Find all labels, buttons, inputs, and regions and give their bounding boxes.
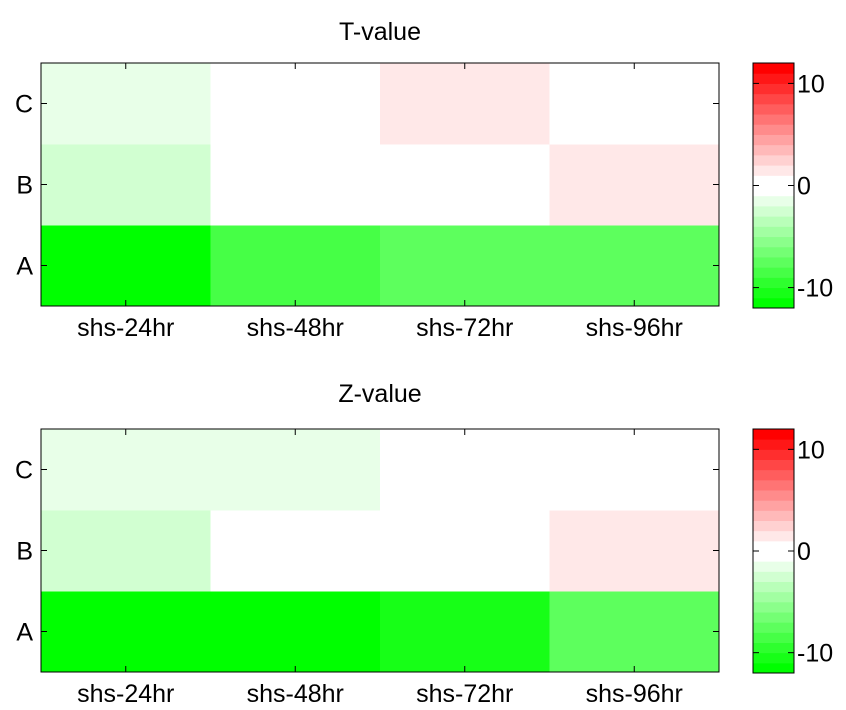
- y-tick-label: C: [15, 91, 33, 119]
- colorbar-segment: [753, 652, 794, 664]
- colorbar-segment: [753, 459, 794, 471]
- x-tick-label: shs-96hr: [586, 314, 683, 342]
- heatmap-cell-A-shs-72hr: [380, 591, 550, 673]
- y-tick-label: A: [16, 619, 33, 647]
- colorbar-segment: [753, 103, 794, 115]
- colorbar-segment: [753, 134, 794, 146]
- colorbar-segment: [753, 561, 794, 572]
- colorbar-segment: [753, 479, 794, 491]
- colorbar-segment: [753, 612, 794, 623]
- colorbar-segment: [753, 469, 794, 481]
- colorbar-tick-label: 10: [797, 436, 825, 464]
- heatmap-cell-B-shs-48hr: [210, 144, 381, 226]
- colorbar-segment: [753, 490, 794, 501]
- heatmap-cell-A-shs-96hr: [549, 225, 720, 307]
- colorbar-segment: [753, 93, 794, 105]
- y-tick-label: A: [16, 253, 33, 281]
- heatmap-cell-C-shs-72hr: [380, 429, 550, 511]
- x-tick-label: shs-48hr: [247, 680, 344, 708]
- heatmap-cell-C-shs-72hr: [380, 63, 550, 145]
- colorbar-segment: [753, 63, 794, 74]
- colorbar-segment: [753, 165, 794, 176]
- colorbar-segment: [753, 551, 794, 562]
- colorbar-segment: [753, 429, 794, 440]
- colorbar-segment: [753, 581, 794, 593]
- heatmap-cell-B-shs-48hr: [210, 510, 381, 592]
- colorbar-tick-label: 10: [797, 70, 825, 98]
- colorbar-segment: [753, 154, 794, 166]
- heatmap-cell-A-shs-48hr: [210, 591, 381, 673]
- colorbar-segment: [753, 530, 794, 542]
- colorbar-tick-label: -10: [797, 275, 833, 303]
- colorbar-segment: [753, 277, 794, 289]
- colorbar-segment: [753, 642, 794, 654]
- heatmap-cell-C-shs-96hr: [549, 429, 720, 511]
- colorbar-tick-label: -10: [797, 640, 833, 668]
- colorbar-segment: [753, 439, 794, 450]
- heatmap-cell-B-shs-96hr: [549, 144, 720, 226]
- heatmap-cell-A-shs-96hr: [549, 591, 720, 673]
- colorbar-tick-label: 0: [797, 538, 811, 566]
- chart-title: T-value: [339, 18, 421, 46]
- heatmap-cell-A-shs-72hr: [380, 225, 550, 307]
- heatmap-cell-C-shs-24hr: [41, 429, 211, 511]
- heatmap-cell-B-shs-24hr: [41, 510, 211, 592]
- colorbar-segment: [753, 144, 794, 156]
- x-tick-label: shs-72hr: [416, 314, 513, 342]
- colorbar-segment: [753, 510, 794, 521]
- heatmap-cell-B-shs-72hr: [380, 144, 550, 226]
- colorbar-segment: [753, 175, 794, 186]
- colorbar-segment: [753, 601, 794, 613]
- x-tick-label: shs-24hr: [77, 680, 174, 708]
- colorbar-segment: [753, 540, 794, 552]
- heatmap-cell-C-shs-48hr: [210, 429, 381, 511]
- colorbar-segment: [753, 287, 794, 299]
- heatmap-cell-A-shs-48hr: [210, 225, 381, 307]
- colorbar-segment: [753, 83, 794, 95]
- colorbar-segment: [753, 216, 794, 227]
- colorbar-segment: [753, 632, 794, 643]
- colorbar-segment: [753, 114, 794, 125]
- colorbar-segment: [753, 449, 794, 460]
- colorbar-segment: [753, 205, 794, 217]
- colorbar-segment: [753, 73, 794, 84]
- colorbar-segment: [753, 662, 794, 674]
- colorbar-segment: [753, 246, 794, 258]
- y-tick-label: B: [16, 538, 33, 566]
- heatmap-cell-B-shs-96hr: [549, 510, 720, 592]
- colorbar-segment: [753, 124, 794, 135]
- colorbar-segment: [753, 622, 794, 633]
- colorbar-segment: [753, 591, 794, 603]
- colorbar-segment: [753, 571, 794, 582]
- colorbar-segment: [753, 267, 794, 278]
- colorbar-tick-label: 0: [797, 173, 811, 201]
- colorbar-segment: [753, 185, 794, 197]
- heatmap-cell-C-shs-48hr: [210, 63, 381, 145]
- heatmap-cell-B-shs-24hr: [41, 144, 211, 226]
- colorbar-segment: [753, 236, 794, 248]
- heatmap-cell-C-shs-96hr: [549, 63, 720, 145]
- x-tick-label: shs-96hr: [586, 680, 683, 708]
- heatmap-cell-A-shs-24hr: [41, 591, 211, 673]
- panel-z-value: Z-value shs-24hr shs-48hr shs-72hr shs-96hr A…: [15, 380, 833, 708]
- colorbar-segment: [753, 226, 794, 238]
- x-tick-label: shs-24hr: [77, 314, 174, 342]
- y-tick-label: B: [16, 172, 33, 200]
- colorbar-segment: [753, 195, 794, 207]
- heatmap-cell-C-shs-24hr: [41, 63, 211, 145]
- y-tick-label: C: [15, 457, 33, 485]
- chart-title: Z-value: [338, 380, 421, 408]
- heatmap-cell-A-shs-24hr: [41, 225, 211, 307]
- colorbar-segment: [753, 520, 794, 532]
- panel-t-value: T-value shs-24hr shs-48hr shs-72hr shs-96hr A…: [15, 18, 833, 342]
- heatmap-cell-B-shs-72hr: [380, 510, 550, 592]
- colorbar-segment: [753, 256, 794, 268]
- colorbar-segment: [753, 297, 794, 309]
- x-tick-label: shs-48hr: [247, 314, 344, 342]
- x-tick-label: shs-72hr: [416, 680, 513, 708]
- colorbar-segment: [753, 500, 794, 511]
